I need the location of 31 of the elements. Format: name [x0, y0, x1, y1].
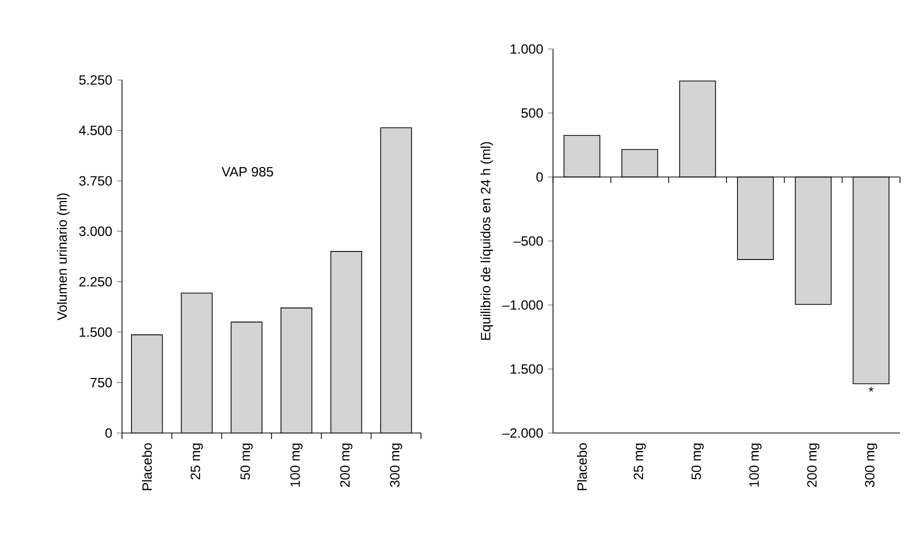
x-tick-label: 300 mg [864, 444, 878, 488]
y-tick-label: –500 [513, 236, 543, 246]
y-tick-label: 4.500 [78, 126, 112, 136]
x-tick-label: 100 mg [290, 444, 303, 486]
y-tick-label: 3.000 [79, 226, 112, 236]
x-tick-label: 300 mg [390, 444, 402, 488]
y-tick-label: 0 [536, 172, 543, 182]
x-tick-label: 50 mg [240, 444, 253, 480]
x-tick-label: 25 mg [190, 444, 203, 480]
y-tick-label: 1.500 [510, 364, 543, 374]
x-tick-label: 200 mg [340, 444, 352, 487]
annotation: VAP 985 [222, 167, 274, 177]
y-tick-label: –1.000 [502, 300, 543, 310]
x-tick-label: 100 mg [749, 444, 762, 486]
x-tick-label: 25 mg [634, 444, 646, 480]
y-tick-label: 1.500 [80, 327, 112, 337]
y-axis-title: Equilibrio de líquidos en 24 h (ml) [480, 142, 494, 340]
x-tick-label: 200 mg [807, 444, 820, 487]
y-tick-label: 2.250 [79, 276, 112, 286]
y-tick-label: 1.000 [510, 44, 543, 54]
x-tick-label: Placebo [576, 443, 587, 490]
x-tick-label: 50 mg [691, 444, 704, 480]
annotation: * [868, 386, 874, 392]
y-tick-label: 750 [90, 378, 112, 388]
y-tick-label: 500 [521, 108, 543, 118]
y-tick-label: 3.750 [79, 176, 112, 186]
y-tick-label: 0 [105, 428, 112, 438]
y-tick-label: –2.000 [502, 428, 543, 438]
x-tick-label: Placebo [142, 443, 152, 490]
y-tick-label: 5.250 [79, 75, 112, 85]
y-axis-title: Volumen urinario (ml) [56, 193, 70, 320]
